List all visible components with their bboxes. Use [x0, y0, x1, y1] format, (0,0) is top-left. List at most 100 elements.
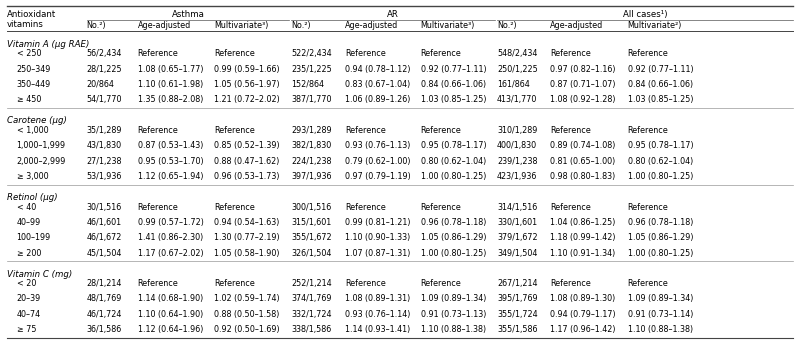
Text: Reference: Reference	[628, 49, 669, 58]
Text: 0.97 (0.82–1.16): 0.97 (0.82–1.16)	[551, 65, 616, 73]
Text: AR: AR	[387, 10, 399, 19]
Text: 300/1,516: 300/1,516	[291, 203, 332, 212]
Text: 326/1,504: 326/1,504	[291, 248, 332, 257]
Text: 387/1,770: 387/1,770	[291, 95, 332, 104]
Text: 338/1,586: 338/1,586	[291, 325, 332, 334]
Text: 0.95 (0.78–1.17): 0.95 (0.78–1.17)	[421, 141, 486, 150]
Text: 1.05 (0.56–1.97): 1.05 (0.56–1.97)	[214, 80, 280, 89]
Text: 28/1,225: 28/1,225	[87, 65, 122, 73]
Text: 355/1,672: 355/1,672	[291, 233, 332, 242]
Text: 1.10 (0.64–1.90): 1.10 (0.64–1.90)	[138, 310, 203, 319]
Text: 1.00 (0.80–1.25): 1.00 (0.80–1.25)	[628, 172, 693, 181]
Text: 100–199: 100–199	[17, 233, 51, 242]
Text: 1.17 (0.67–2.02): 1.17 (0.67–2.02)	[138, 248, 203, 257]
Text: 224/1,238: 224/1,238	[291, 157, 332, 165]
Text: 379/1,672: 379/1,672	[497, 233, 538, 242]
Text: 1,000–1,999: 1,000–1,999	[17, 141, 65, 150]
Text: < 1,000: < 1,000	[17, 126, 48, 135]
Text: Multivariate³): Multivariate³)	[214, 21, 269, 30]
Text: 1.10 (0.61–1.98): 1.10 (0.61–1.98)	[138, 80, 203, 89]
Text: 30/1,516: 30/1,516	[87, 203, 122, 212]
Text: 0.96 (0.78–1.18): 0.96 (0.78–1.18)	[628, 218, 693, 227]
Text: 1.10 (0.90–1.33): 1.10 (0.90–1.33)	[345, 233, 410, 242]
Text: < 20: < 20	[17, 279, 36, 288]
Text: 1.21 (0.72–2.02): 1.21 (0.72–2.02)	[214, 95, 280, 104]
Text: 330/1,601: 330/1,601	[497, 218, 537, 227]
Text: 1.05 (0.86–1.29): 1.05 (0.86–1.29)	[628, 233, 693, 242]
Text: 310/1,289: 310/1,289	[497, 126, 537, 135]
Text: 161/864: 161/864	[497, 80, 530, 89]
Text: Reference: Reference	[551, 279, 591, 288]
Text: 53/1,936: 53/1,936	[87, 172, 122, 181]
Text: Reference: Reference	[138, 279, 179, 288]
Text: 315/1,601: 315/1,601	[291, 218, 332, 227]
Text: Reference: Reference	[214, 126, 255, 135]
Text: 46/1,724: 46/1,724	[87, 310, 122, 319]
Text: 56/2,434: 56/2,434	[87, 49, 122, 58]
Text: 28/1,214: 28/1,214	[87, 279, 122, 288]
Text: 0.84 (0.66–1.06): 0.84 (0.66–1.06)	[421, 80, 486, 89]
Text: 0.85 (0.52–1.39): 0.85 (0.52–1.39)	[214, 141, 280, 150]
Text: 1.05 (0.86–1.29): 1.05 (0.86–1.29)	[421, 233, 486, 242]
Text: 1.03 (0.85–1.25): 1.03 (0.85–1.25)	[421, 95, 486, 104]
Text: All cases¹): All cases¹)	[623, 10, 667, 19]
Text: Age-adjusted: Age-adjusted	[138, 21, 191, 30]
Text: 0.88 (0.50–1.58): 0.88 (0.50–1.58)	[214, 310, 279, 319]
Text: 0.79 (0.62–1.00): 0.79 (0.62–1.00)	[345, 157, 410, 165]
Text: 36/1,586: 36/1,586	[87, 325, 122, 334]
Text: 0.93 (0.76–1.13): 0.93 (0.76–1.13)	[345, 141, 410, 150]
Text: 382/1,830: 382/1,830	[291, 141, 332, 150]
Text: Asthma: Asthma	[172, 10, 204, 19]
Text: 0.95 (0.53–1.70): 0.95 (0.53–1.70)	[138, 157, 203, 165]
Text: 1.10 (0.88–1.38): 1.10 (0.88–1.38)	[421, 325, 486, 334]
Text: 1.10 (0.91–1.34): 1.10 (0.91–1.34)	[551, 248, 615, 257]
Text: 522/2,434: 522/2,434	[291, 49, 332, 58]
Text: 355/1,724: 355/1,724	[497, 310, 538, 319]
Text: Age-adjusted: Age-adjusted	[345, 21, 398, 30]
Text: 374/1,769: 374/1,769	[291, 295, 332, 304]
Text: 1.08 (0.89–1.30): 1.08 (0.89–1.30)	[551, 295, 615, 304]
Text: 27/1,238: 27/1,238	[87, 157, 122, 165]
Text: < 250: < 250	[17, 49, 41, 58]
Text: 45/1,504: 45/1,504	[87, 248, 122, 257]
Text: No.²): No.²)	[87, 21, 106, 30]
Text: 40–99: 40–99	[17, 218, 41, 227]
Text: 1.10 (0.88–1.38): 1.10 (0.88–1.38)	[628, 325, 693, 334]
Text: 0.96 (0.53–1.73): 0.96 (0.53–1.73)	[214, 172, 279, 181]
Text: ≥ 3,000: ≥ 3,000	[17, 172, 48, 181]
Text: Vitamin A (μg RAE): Vitamin A (μg RAE)	[7, 40, 89, 49]
Text: 293/1,289: 293/1,289	[291, 126, 332, 135]
Text: Reference: Reference	[138, 49, 179, 58]
Text: 235/1,225: 235/1,225	[291, 65, 332, 73]
Text: 0.93 (0.76–1.14): 0.93 (0.76–1.14)	[345, 310, 410, 319]
Text: 1.14 (0.93–1.41): 1.14 (0.93–1.41)	[345, 325, 410, 334]
Text: Reference: Reference	[214, 203, 255, 212]
Text: Antioxidant
vitamins: Antioxidant vitamins	[7, 10, 57, 29]
Text: 20–39: 20–39	[17, 295, 41, 304]
Text: 1.41 (0.86–2.30): 1.41 (0.86–2.30)	[138, 233, 203, 242]
Text: 0.95 (0.78–1.17): 0.95 (0.78–1.17)	[628, 141, 693, 150]
Text: Reference: Reference	[345, 279, 385, 288]
Text: 0.81 (0.65–1.00): 0.81 (0.65–1.00)	[551, 157, 615, 165]
Text: Reference: Reference	[628, 203, 669, 212]
Text: Retinol (μg): Retinol (μg)	[7, 193, 57, 202]
Text: 1.06 (0.89–1.26): 1.06 (0.89–1.26)	[345, 95, 410, 104]
Text: 1.08 (0.65–1.77): 1.08 (0.65–1.77)	[138, 65, 203, 73]
Text: Carotene (μg): Carotene (μg)	[7, 116, 67, 125]
Text: 54/1,770: 54/1,770	[87, 95, 122, 104]
Text: 46/1,672: 46/1,672	[87, 233, 122, 242]
Text: 0.99 (0.81–1.21): 0.99 (0.81–1.21)	[345, 218, 410, 227]
Text: ≥ 200: ≥ 200	[17, 248, 41, 257]
Text: 1.14 (0.68–1.90): 1.14 (0.68–1.90)	[138, 295, 203, 304]
Text: Reference: Reference	[214, 279, 255, 288]
Text: 1.00 (0.80–1.25): 1.00 (0.80–1.25)	[628, 248, 693, 257]
Text: Reference: Reference	[551, 126, 591, 135]
Text: 20/864: 20/864	[87, 80, 115, 89]
Text: Reference: Reference	[551, 49, 591, 58]
Text: 46/1,601: 46/1,601	[87, 218, 122, 227]
Text: Multivariate²): Multivariate²)	[628, 21, 682, 30]
Text: 355/1,586: 355/1,586	[497, 325, 538, 334]
Text: 1.05 (0.58–1.90): 1.05 (0.58–1.90)	[214, 248, 279, 257]
Text: 1.08 (0.92–1.28): 1.08 (0.92–1.28)	[551, 95, 616, 104]
Text: 1.12 (0.65–1.94): 1.12 (0.65–1.94)	[138, 172, 203, 181]
